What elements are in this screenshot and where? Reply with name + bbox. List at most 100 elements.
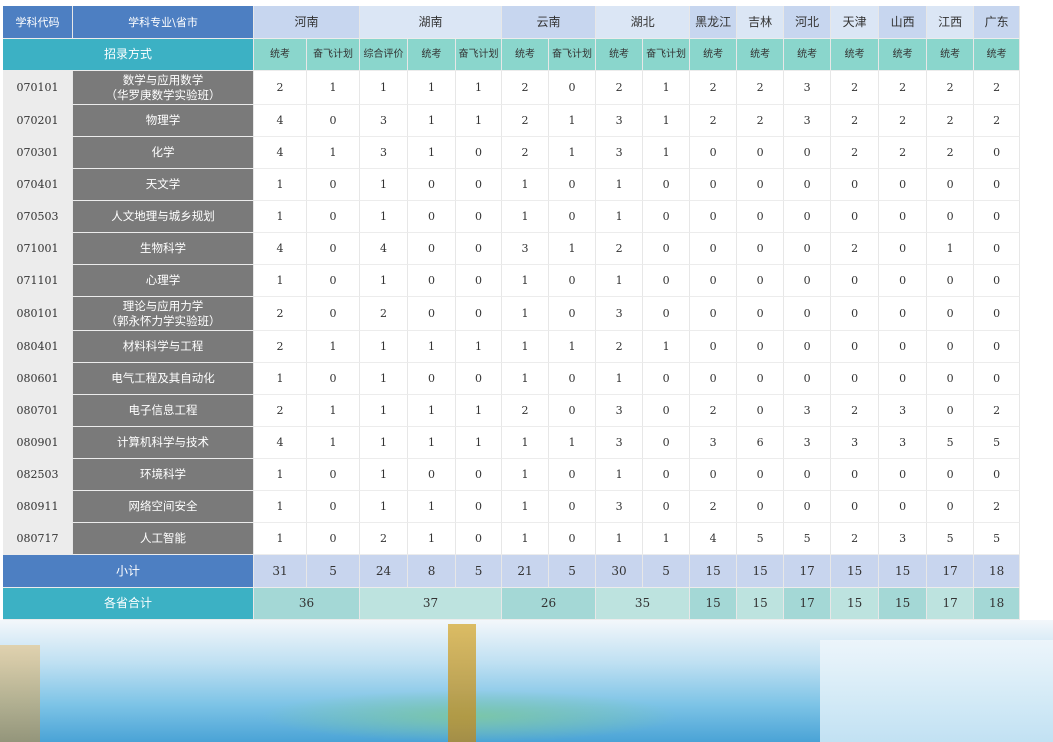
subject-name: 人文地理与城乡规划 (73, 201, 254, 233)
quota-cell: 0 (879, 363, 928, 395)
quota-cell: 4 (254, 137, 307, 169)
subject-name-line: 数学与应用数学 (122, 72, 204, 87)
quota-cell: 2 (690, 71, 738, 105)
quota-cell: 0 (408, 169, 457, 201)
quota-cell: 2 (737, 71, 785, 105)
quota-cell: 1 (408, 137, 457, 169)
quota-cell: 0 (831, 297, 880, 331)
subject-name-line: 理论与应用力学 (122, 298, 204, 313)
subject-name-line: 化学 (151, 145, 175, 159)
subject-code: 080901 (3, 427, 73, 459)
quota-cell: 0 (456, 137, 503, 169)
subject-name-line: 物理学 (145, 113, 181, 127)
quota-cell: 1 (307, 331, 361, 363)
quota-cell: 0 (927, 459, 975, 491)
quota-cell: 3 (784, 395, 832, 427)
quota-cell: 4 (360, 233, 409, 265)
subject-code: 080701 (3, 395, 73, 427)
quota-cell: 2 (690, 395, 738, 427)
quota-cell: 0 (879, 201, 928, 233)
subject-code: 071001 (3, 233, 73, 265)
quota-cell: 2 (360, 523, 409, 555)
background-pagoda (0, 645, 40, 742)
province-total-cell: 18 (974, 588, 1021, 620)
method-cell: 综合评价 (360, 39, 409, 71)
province-total-cell: 35 (596, 588, 691, 620)
quota-cell: 0 (456, 233, 503, 265)
subject-name: 生物科学 (73, 233, 254, 265)
subject-name: 电子信息工程 (73, 395, 254, 427)
quota-cell: 2 (254, 71, 307, 105)
quota-cell: 1 (360, 201, 409, 233)
quota-cell: 0 (307, 265, 361, 297)
quota-cell: 1 (502, 363, 550, 395)
subject-name: 化学 (73, 137, 254, 169)
method-cell: 统考 (596, 39, 644, 71)
quota-cell: 0 (643, 427, 691, 459)
quota-cell: 2 (254, 395, 307, 427)
subject-code: 080911 (3, 491, 73, 523)
quota-cell: 1 (643, 105, 691, 137)
quota-cell: 2 (831, 523, 880, 555)
header-province: 山西 (879, 6, 928, 39)
subtotal-cell: 5 (549, 555, 597, 588)
quota-cell: 0 (737, 201, 785, 233)
subject-name: 计算机科学与技术 (73, 427, 254, 459)
subtotal-row: 小计 31 5 24 8 5 21 5 30 5 15 15 17 15 15 17 18 (3, 555, 1021, 588)
quota-cell: 5 (927, 427, 975, 459)
quota-cell: 3 (879, 523, 928, 555)
subtotal-cell: 5 (456, 555, 503, 588)
quota-cell: 3 (596, 427, 644, 459)
quota-cell: 0 (784, 459, 832, 491)
quota-cell: 4 (254, 105, 307, 137)
method-cell: 统考 (784, 39, 832, 71)
quota-cell: 0 (456, 201, 503, 233)
table-row: 080901 计算机科学与技术 4 1 1 1 1 1 1 3 0 3 6 3 3 3 5 5 (3, 427, 1021, 459)
quota-cell: 0 (549, 363, 597, 395)
quota-cell: 3 (596, 297, 644, 331)
quota-cell: 1 (307, 137, 361, 169)
quota-cell: 2 (831, 233, 880, 265)
quota-cell: 0 (549, 523, 597, 555)
quota-cell: 0 (307, 297, 361, 331)
quota-cell: 1 (307, 71, 361, 105)
quota-cell: 0 (737, 265, 785, 297)
header-province: 吉林 (737, 6, 785, 39)
quota-cell: 0 (408, 297, 457, 331)
quota-cell: 0 (784, 169, 832, 201)
subject-code: 070401 (3, 169, 73, 201)
quota-cell: 0 (643, 265, 691, 297)
quota-cell: 0 (549, 201, 597, 233)
quota-cell: 4 (690, 523, 738, 555)
quota-cell: 2 (254, 331, 307, 363)
quota-cell: 1 (596, 265, 644, 297)
quota-cell: 1 (408, 395, 457, 427)
quota-cell: 3 (784, 427, 832, 459)
table-row: 070201 物理学 4 0 3 1 1 2 1 3 1 2 2 3 2 2 2 2 (3, 105, 1021, 137)
quota-cell: 1 (254, 201, 307, 233)
subject-name: 数学与应用数学 （华罗庚数学实验班） (73, 71, 254, 105)
subject-name: 人工智能 (73, 523, 254, 555)
quota-cell: 1 (360, 395, 409, 427)
quota-cell: 0 (831, 265, 880, 297)
quota-cell: 0 (784, 233, 832, 265)
quota-cell: 0 (784, 363, 832, 395)
quota-cell: 0 (831, 491, 880, 523)
quota-cell: 0 (456, 459, 503, 491)
quota-cell: 0 (690, 265, 738, 297)
quota-cell: 1 (360, 331, 409, 363)
quota-cell: 0 (737, 137, 785, 169)
subject-name-line: 天文学 (145, 177, 181, 191)
quota-cell: 0 (643, 491, 691, 523)
quota-cell: 0 (643, 233, 691, 265)
quota-cell: 0 (456, 169, 503, 201)
quota-cell: 2 (974, 71, 1021, 105)
header-subject: 学科专业\省市 (73, 6, 254, 39)
subject-name: 理论与应用力学 （郭永怀力学实验班） (73, 297, 254, 331)
quota-cell: 0 (408, 201, 457, 233)
subject-name: 天文学 (73, 169, 254, 201)
quota-cell: 1 (502, 331, 550, 363)
quota-cell: 0 (643, 395, 691, 427)
subject-code: 070301 (3, 137, 73, 169)
quota-cell: 1 (643, 71, 691, 105)
